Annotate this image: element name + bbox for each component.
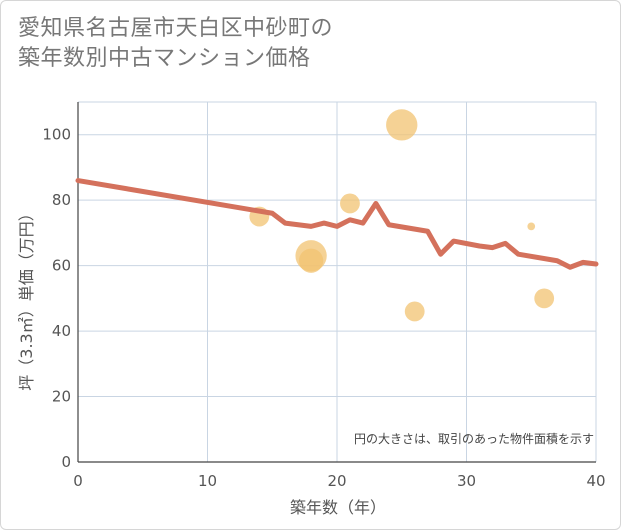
y-tick-label: 20	[52, 388, 71, 406]
chart-title: 愛知県名古屋市天白区中砂町の 築年数別中古マンション価格	[18, 14, 333, 74]
y-tick-label: 80	[52, 191, 71, 209]
x-axis-title: 築年数（年）	[290, 498, 386, 517]
data-bubble	[404, 301, 425, 322]
y-tick-label: 0	[61, 453, 71, 471]
y-axis-title: 坪（3.3㎡）単価（万円）	[17, 205, 36, 390]
grid-lines	[78, 101, 597, 462]
axes	[77, 102, 596, 463]
trend-line	[75, 178, 599, 270]
chart-title-line2: 築年数別中古マンション価格	[18, 46, 311, 71]
bubble-layer	[249, 109, 555, 322]
line-layer	[75, 178, 599, 270]
y-tick-label: 40	[52, 322, 71, 340]
y-tick-label: 100	[42, 126, 71, 144]
chart-title-line1: 愛知県名古屋市天白区中砂町の	[18, 16, 334, 41]
data-bubble	[534, 288, 555, 309]
x-tick-label: 0	[73, 472, 83, 490]
y-tick-label: 60	[52, 257, 71, 275]
data-bubble	[527, 222, 536, 231]
tick-labels: 0 10 20 30 40 0 20 40 60 80 100	[42, 126, 605, 490]
x-tick-label: 20	[327, 472, 346, 490]
data-bubble	[386, 109, 418, 141]
x-tick-label: 40	[586, 472, 605, 490]
x-tick-label: 10	[198, 472, 217, 490]
data-bubble	[298, 248, 324, 273]
x-tick-label: 30	[457, 472, 476, 490]
data-bubble	[340, 193, 360, 214]
size-note: 円の大きさは、取引のあった物件面積を示す	[354, 431, 594, 446]
